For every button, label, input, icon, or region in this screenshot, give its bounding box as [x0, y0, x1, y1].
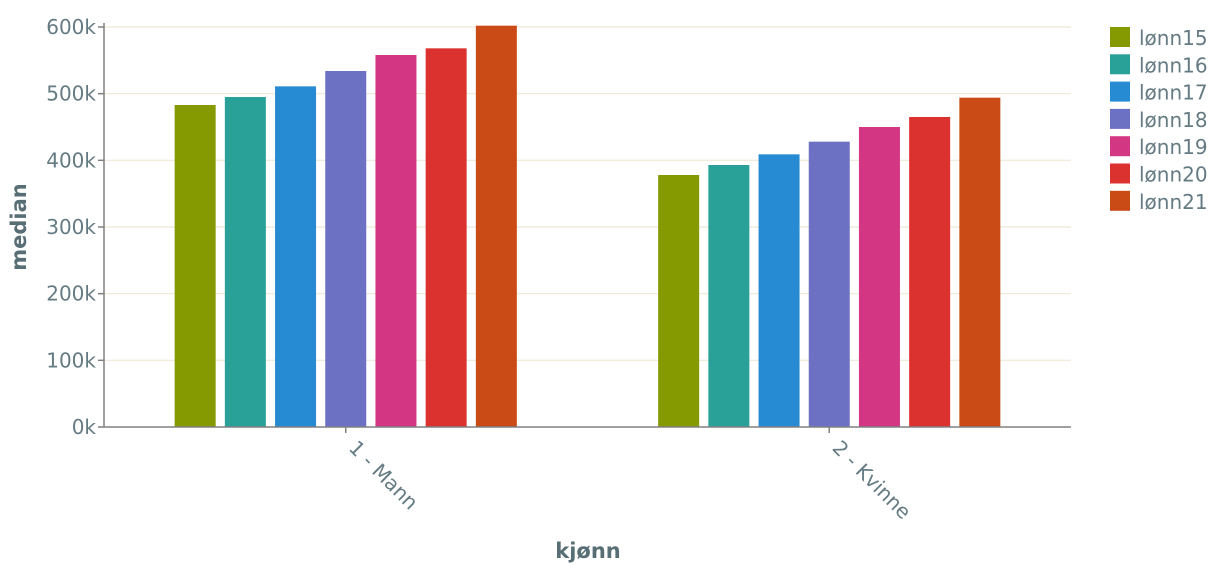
bars-layer [174, 25, 1001, 428]
legend-label-lønn16: lønn16 [1139, 53, 1208, 77]
legend-swatch-lønn16 [1110, 54, 1130, 75]
y-tick-label: 400k [46, 148, 96, 172]
legend-label-lønn20: lønn20 [1139, 163, 1208, 187]
bar-lønn21-1 [475, 25, 517, 428]
y-tick-label: 600k [46, 15, 96, 39]
legend-swatch-lønn18 [1110, 108, 1130, 129]
legend-label-lønn18: lønn18 [1139, 108, 1208, 132]
bar-lønn16-1 [224, 97, 266, 427]
bar-lønn19-2 [858, 127, 900, 427]
x-axis-title: kjønn [555, 539, 621, 563]
legend-swatch-lønn15 [1110, 27, 1130, 47]
y-tick-label: 500k [46, 82, 96, 106]
y-tick-label: 0k [72, 415, 97, 439]
legend-swatch-lønn21 [1110, 190, 1130, 211]
bar-lønn18-2 [808, 141, 850, 427]
x-tick-label: 1 - Mann [344, 436, 423, 515]
legend-label-lønn17: lønn17 [1139, 81, 1208, 105]
legend-label-lønn15: lønn15 [1139, 26, 1208, 50]
legend-swatch-lønn19 [1110, 136, 1130, 157]
y-tick-label: 200k [46, 282, 96, 306]
bar-lønn21-2 [959, 97, 1001, 428]
bar-lønn19-1 [375, 55, 417, 427]
bar-lønn15-2 [658, 175, 700, 427]
y-tick-label: 100k [46, 348, 96, 372]
legend-swatch-lønn20 [1110, 163, 1130, 184]
bar-lønn17-1 [275, 86, 317, 427]
bar-lønn16-2 [708, 165, 750, 427]
x-tick-label: 2 - Kvinne [828, 436, 916, 524]
bar-lønn20-1 [425, 48, 467, 427]
legend-label-lønn21: lønn21 [1139, 190, 1208, 214]
legend: lønn15 lønn16 lønn17 lønn18 lønn19 lønn20 lønn… [1110, 26, 1208, 214]
y-tick-label: 300k [46, 215, 96, 239]
bar-lønn17-2 [758, 154, 800, 428]
bar-lønn18-1 [325, 71, 367, 427]
legend-swatch-lønn17 [1110, 81, 1130, 102]
bar-lønn15-1 [174, 105, 216, 427]
bar-lønn20-2 [909, 117, 951, 427]
y-axis-title: median [7, 183, 31, 270]
legend-label-lønn19: lønn19 [1139, 135, 1208, 159]
